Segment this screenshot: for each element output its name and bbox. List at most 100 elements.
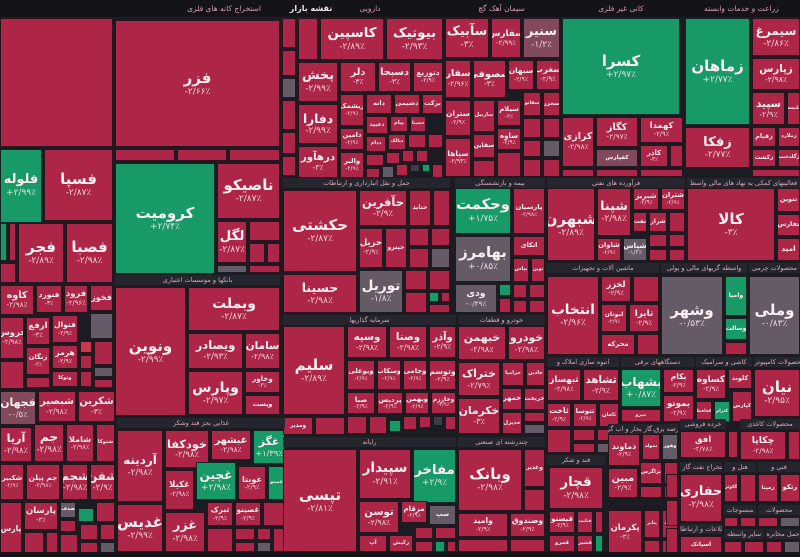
stock-tile[interactable]: اتکای <box>513 236 545 256</box>
stock-tile[interactable]: وملی -۰/۸۳٪ <box>749 276 800 355</box>
stock-tile[interactable]: مرقام -۲/۹٪ <box>401 501 427 523</box>
stock-tile[interactable]: سبهان -۲/۹٪ <box>508 60 534 90</box>
stock-tile[interactable]: بکام -۲/۹٪ <box>663 369 694 393</box>
stock-tile[interactable]: نفت <box>633 212 647 232</box>
stock-tile[interactable] <box>596 169 638 177</box>
stock-tile[interactable]: کاوه -۲/۹۸٪ <box>0 285 34 315</box>
stock-tile[interactable] <box>409 248 429 268</box>
stock-tile[interactable]: حفاری -۲/۹۸٪ <box>680 474 722 522</box>
stock-tile[interactable]: تلیسه <box>787 92 800 125</box>
stock-tile[interactable] <box>386 152 400 164</box>
stock-tile[interactable]: ودی -۰/۴۹٪ <box>455 284 497 313</box>
stock-tile[interactable]: غکیلا -۲/۹۸٪ <box>165 470 194 510</box>
stock-tile[interactable] <box>94 379 113 388</box>
stock-tile[interactable]: ثبهساز -۲/۹۸٪ <box>547 369 581 401</box>
stock-tile[interactable]: شاملا -۲/۹۸٪ <box>66 424 94 462</box>
stock-tile[interactable]: زگلدشت <box>778 149 800 167</box>
stock-tile[interactable] <box>409 228 429 246</box>
stock-tile[interactable]: شجم -۲/۹۸٪ <box>62 464 88 500</box>
stock-tile[interactable]: صدف <box>60 502 76 518</box>
stock-tile[interactable]: شپاس -۱/۲٪ <box>623 238 647 261</box>
stock-tile[interactable]: وخاور -۳٪ <box>245 371 280 393</box>
stock-tile[interactable]: هرمز -۲/۹٪ <box>52 345 78 369</box>
stock-tile[interactable]: فروس-۲/۹۸٪ <box>0 317 24 359</box>
stock-tile[interactable] <box>435 527 456 539</box>
stock-tile[interactable]: کساوه -۲/۹٪ <box>696 369 726 399</box>
stock-tile[interactable] <box>640 169 683 177</box>
stock-tile[interactable]: شفن-۲/۹٪ <box>90 464 115 500</box>
stock-tile[interactable] <box>429 292 439 302</box>
stock-tile[interactable]: شراز <box>649 212 667 232</box>
stock-tile[interactable]: ثشاهد -۲/۹٪ <box>583 369 619 401</box>
stock-tile[interactable] <box>347 416 367 434</box>
stock-tile[interactable] <box>573 443 595 453</box>
stock-tile[interactable] <box>403 416 417 430</box>
stock-tile[interactable]: سفار -۲/۹۶٪ <box>445 60 471 98</box>
stock-tile[interactable]: برکت <box>422 94 443 114</box>
stock-tile[interactable] <box>529 284 545 298</box>
stock-tile[interactable] <box>96 502 115 522</box>
stock-tile[interactable] <box>637 334 659 355</box>
stock-tile[interactable]: کلوند <box>728 369 752 389</box>
stock-tile[interactable] <box>513 284 527 298</box>
stock-tile[interactable]: بپاس <box>513 258 529 282</box>
stock-tile[interactable] <box>0 223 7 261</box>
stock-tile[interactable]: سپاها -۲/۹۳٪ <box>445 138 471 177</box>
stock-tile[interactable] <box>315 417 345 435</box>
stock-tile[interactable]: وبانک -۲/۹۸٪ <box>458 449 522 511</box>
stock-tile[interactable]: دامین -۲/۹٪ <box>340 128 364 150</box>
stock-tile[interactable] <box>249 243 265 263</box>
stock-tile[interactable] <box>415 541 433 552</box>
stock-tile[interactable] <box>543 140 560 157</box>
stock-tile[interactable]: رکیش <box>389 535 413 552</box>
stock-tile[interactable] <box>282 156 296 176</box>
stock-tile[interactable] <box>513 300 527 313</box>
stock-tile[interactable] <box>670 145 683 167</box>
stock-tile[interactable]: امید <box>777 238 800 261</box>
stock-tile[interactable] <box>523 159 541 177</box>
stock-tile[interactable] <box>649 234 667 247</box>
stock-tile[interactable] <box>728 431 738 458</box>
stock-tile[interactable]: وسالت <box>725 318 747 340</box>
stock-tile[interactable]: قیستو -۲/۹٪ <box>549 511 575 533</box>
stock-tile[interactable]: ختراک -۲/۷۹٪ <box>458 362 500 396</box>
stock-tile[interactable] <box>249 265 280 273</box>
stock-tile[interactable] <box>100 524 115 540</box>
stock-tile[interactable]: دتوزیع -۲/۹٪ <box>413 62 443 92</box>
stock-tile[interactable]: وتوسم -۲/۹٪ <box>429 360 456 390</box>
stock-tile[interactable] <box>298 18 318 60</box>
stock-tile[interactable]: وهور <box>662 434 678 460</box>
stock-tile[interactable]: چکاپا -۲/۹۸٪ <box>740 431 786 460</box>
stock-tile[interactable]: ریشمک -۲/۹٪ <box>340 94 364 126</box>
stock-tile[interactable]: فخوز <box>90 285 113 311</box>
stock-tile[interactable]: کرازی -۲/۹۸٪ <box>562 117 594 167</box>
stock-tile[interactable]: جم پیلن -۲/۹۸٪ <box>26 464 60 500</box>
stock-tile[interactable]: قمرو <box>549 535 575 552</box>
stock-tile[interactable]: وسپه -۲/۹۸٪ <box>347 326 387 358</box>
stock-tile[interactable]: بهامرز +۰/۸۵٪ <box>455 236 511 282</box>
stock-tile[interactable]: شپنا -۲/۹۸٪ <box>597 188 631 236</box>
stock-tile[interactable]: غگز +۱/۳۹٪ <box>253 430 285 464</box>
stock-tile[interactable] <box>408 134 426 148</box>
stock-tile[interactable]: وسکاب -۲/۹٪ <box>377 360 401 390</box>
stock-tile[interactable] <box>94 367 113 377</box>
stock-tile[interactable]: شبهرن -۲/۸۹٪ <box>547 188 595 261</box>
stock-tile[interactable]: نوین <box>531 258 545 282</box>
stock-tile[interactable]: کرومیت +۲/۷۴٪ <box>115 163 215 274</box>
stock-tile[interactable]: پارسان -۳٪ <box>24 502 58 530</box>
stock-tile[interactable] <box>458 539 508 552</box>
stock-tile[interactable] <box>80 341 92 353</box>
stock-tile[interactable]: فرود -۲/۹۶٪ <box>64 285 88 313</box>
stock-tile[interactable]: لگل -۲/۸۷٪ <box>217 221 247 263</box>
stock-tile[interactable]: افق -۲/۷۸٪ <box>680 431 726 458</box>
stock-tile[interactable]: سلیم -۲/۸۹٪ <box>283 326 345 415</box>
stock-tile[interactable]: سقاین <box>473 134 495 158</box>
stock-tile[interactable]: بشهاب +۰/۸۷٪ <box>621 369 661 407</box>
stock-tile[interactable]: حپترو <box>385 228 407 268</box>
stock-tile[interactable] <box>524 489 545 511</box>
stock-tile[interactable] <box>649 249 667 261</box>
stock-tile[interactable]: حکشتی -۲/۸۷٪ <box>283 190 357 272</box>
stock-tile[interactable]: شکرین -۳٪ <box>78 391 115 422</box>
stock-tile[interactable]: بنیرو <box>621 409 661 422</box>
stock-tile[interactable]: توریل -۱/۸٪ <box>359 270 403 313</box>
